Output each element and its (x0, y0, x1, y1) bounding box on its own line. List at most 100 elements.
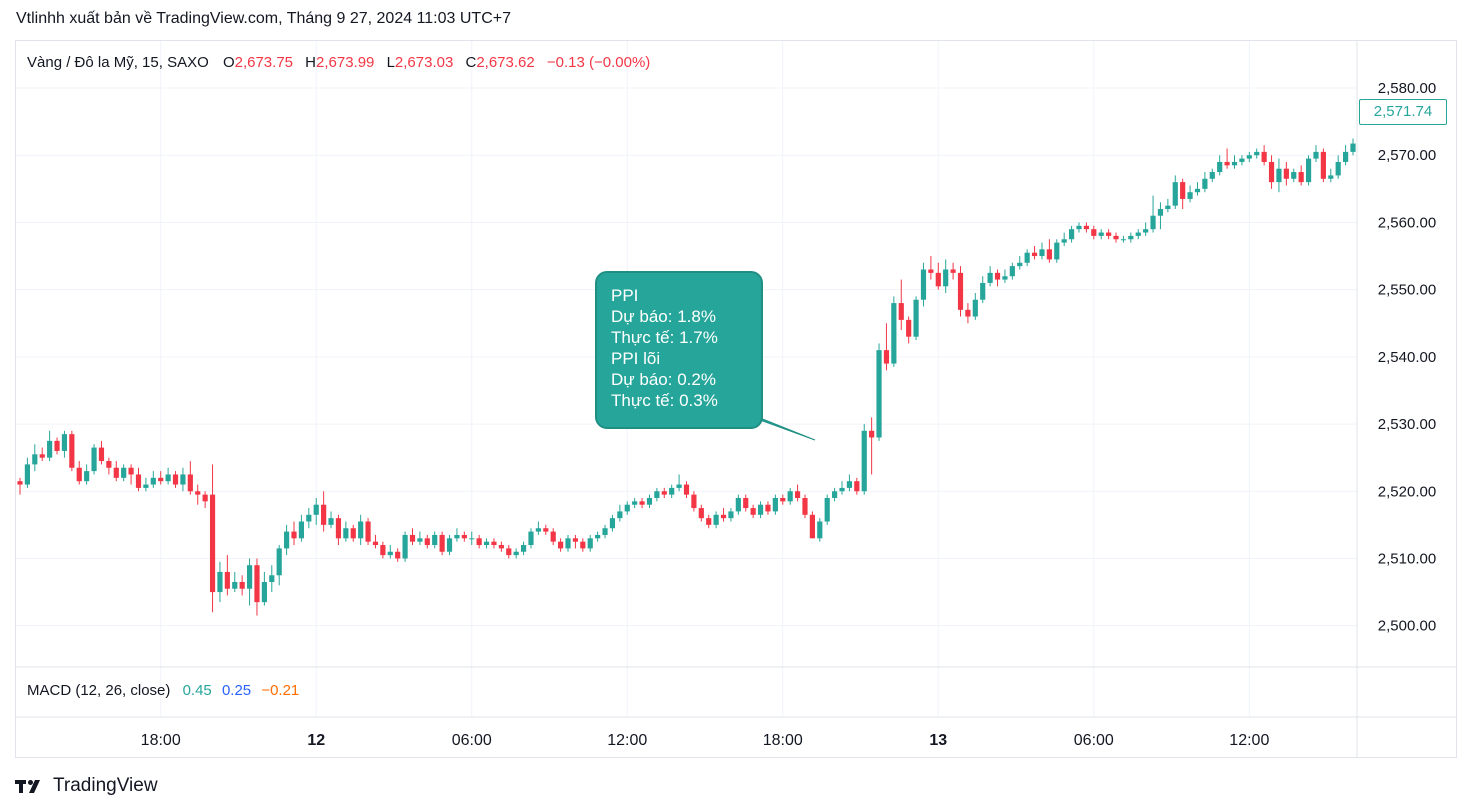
candle-body (1143, 229, 1149, 233)
candle-body (298, 521, 305, 539)
candle-body (483, 541, 490, 546)
candle-body (1335, 161, 1341, 176)
candle-body (1113, 235, 1119, 240)
candle-body (158, 477, 164, 482)
price-tick-label: 2,550.00 (1378, 282, 1436, 299)
candle-body (780, 497, 786, 502)
candle-body (1254, 151, 1260, 156)
candle-body (1261, 151, 1267, 162)
candle-body (24, 464, 30, 485)
candle-body (61, 434, 68, 451)
candle-body (276, 548, 282, 576)
candle-body (1231, 161, 1238, 166)
tradingview-logo[interactable]: TradingView (15, 775, 158, 797)
candle-body (1172, 182, 1178, 206)
callout-line: Dự báo: 0.2% (611, 370, 716, 389)
candle-series (17, 138, 1356, 616)
candle-body (1128, 235, 1134, 240)
candle-body (839, 487, 845, 492)
candle-body (994, 272, 1001, 280)
time-tick-label: 12:00 (1229, 732, 1269, 749)
candle-body (1002, 276, 1008, 280)
candle-body (1135, 232, 1141, 236)
change-value: −0.13 (−0.00%) (546, 54, 651, 71)
candle-body (446, 538, 453, 552)
candle-body (965, 309, 971, 317)
candle-body (765, 504, 771, 512)
candle-body (224, 571, 230, 589)
candle-body (720, 514, 727, 519)
candle-body (602, 528, 608, 535)
candle-body (1068, 229, 1075, 240)
candle-body (1298, 172, 1304, 183)
candle-body (113, 467, 119, 478)
candle-body (543, 528, 549, 532)
low-label: L (386, 54, 395, 71)
candle-body (1076, 225, 1082, 230)
candle-body (91, 447, 97, 472)
ppi-callout[interactable]: PPI Dự báo: 1.8% Thực tế: 1.7% PPI lõi D… (595, 271, 763, 429)
candle-body (928, 269, 934, 273)
candle-body (639, 501, 645, 505)
candle-body (409, 534, 416, 542)
candle-body (1106, 232, 1112, 236)
candle-body (617, 511, 623, 519)
candle-body (1024, 252, 1030, 263)
candle-body (1291, 172, 1297, 179)
candle-body (1091, 229, 1097, 236)
candle-body (380, 545, 386, 556)
candle-body (987, 272, 993, 283)
candle-body (832, 491, 838, 498)
candle-body (1194, 188, 1201, 193)
high-value: 2,673.99 (316, 54, 375, 71)
callout-line: PPI (611, 286, 639, 305)
candle-body (520, 545, 527, 552)
candle-body (869, 430, 875, 438)
callout-line: PPI lõi (611, 349, 661, 368)
candle-body (417, 538, 423, 542)
candle-body (957, 272, 964, 310)
macd-value: 0.45 (182, 682, 212, 699)
candle-body (1313, 151, 1319, 159)
candle-body (1209, 172, 1215, 179)
high-label: H (305, 54, 317, 71)
candle-body (646, 497, 653, 505)
candle-body (98, 447, 105, 462)
candle-body (1217, 161, 1223, 173)
candle-body (943, 269, 949, 287)
candle-body (1187, 192, 1193, 199)
price-axis: 2,580.00 2,570.00 2,560.00 2,550.00 2,540.00… (1378, 80, 1436, 635)
macd-label[interactable]: MACD (12, 26, close) (27, 682, 171, 699)
candle-body (1165, 205, 1171, 210)
candle-body (143, 484, 149, 488)
time-tick-label: 06:00 (452, 732, 492, 749)
macd-legend: MACD (12, 26, close) 0.45 0.25 −0.21 (27, 682, 299, 699)
candle-body (595, 534, 601, 539)
candle-body (17, 481, 23, 485)
candle-body (1320, 151, 1326, 179)
candle-body (1239, 158, 1245, 162)
candle-body (535, 528, 541, 532)
candle-body (802, 497, 808, 515)
grid-lines (16, 41, 1357, 717)
candle-body (906, 319, 912, 337)
last-price-label: 2,571.74 (1359, 99, 1447, 125)
candle-body (1054, 242, 1060, 260)
tradingview-logo-text: TradingView (53, 775, 158, 796)
symbol-label[interactable]: Vàng / Đô la Mỹ, 15, SAXO (27, 54, 209, 71)
candle-body (239, 581, 245, 589)
candle-body (76, 467, 82, 482)
candle-body (735, 497, 741, 512)
candle-body (883, 350, 890, 364)
candle-body (1083, 225, 1089, 230)
candle-body (920, 269, 927, 300)
price-tick-label: 2,510.00 (1378, 550, 1436, 567)
candle-body (358, 521, 364, 539)
candle-body (1157, 209, 1164, 216)
candle-body (461, 534, 467, 539)
candle-body (624, 504, 630, 512)
candle-body (1120, 239, 1127, 241)
candle-body (84, 471, 90, 482)
tradingview-logo-icon (15, 780, 40, 793)
